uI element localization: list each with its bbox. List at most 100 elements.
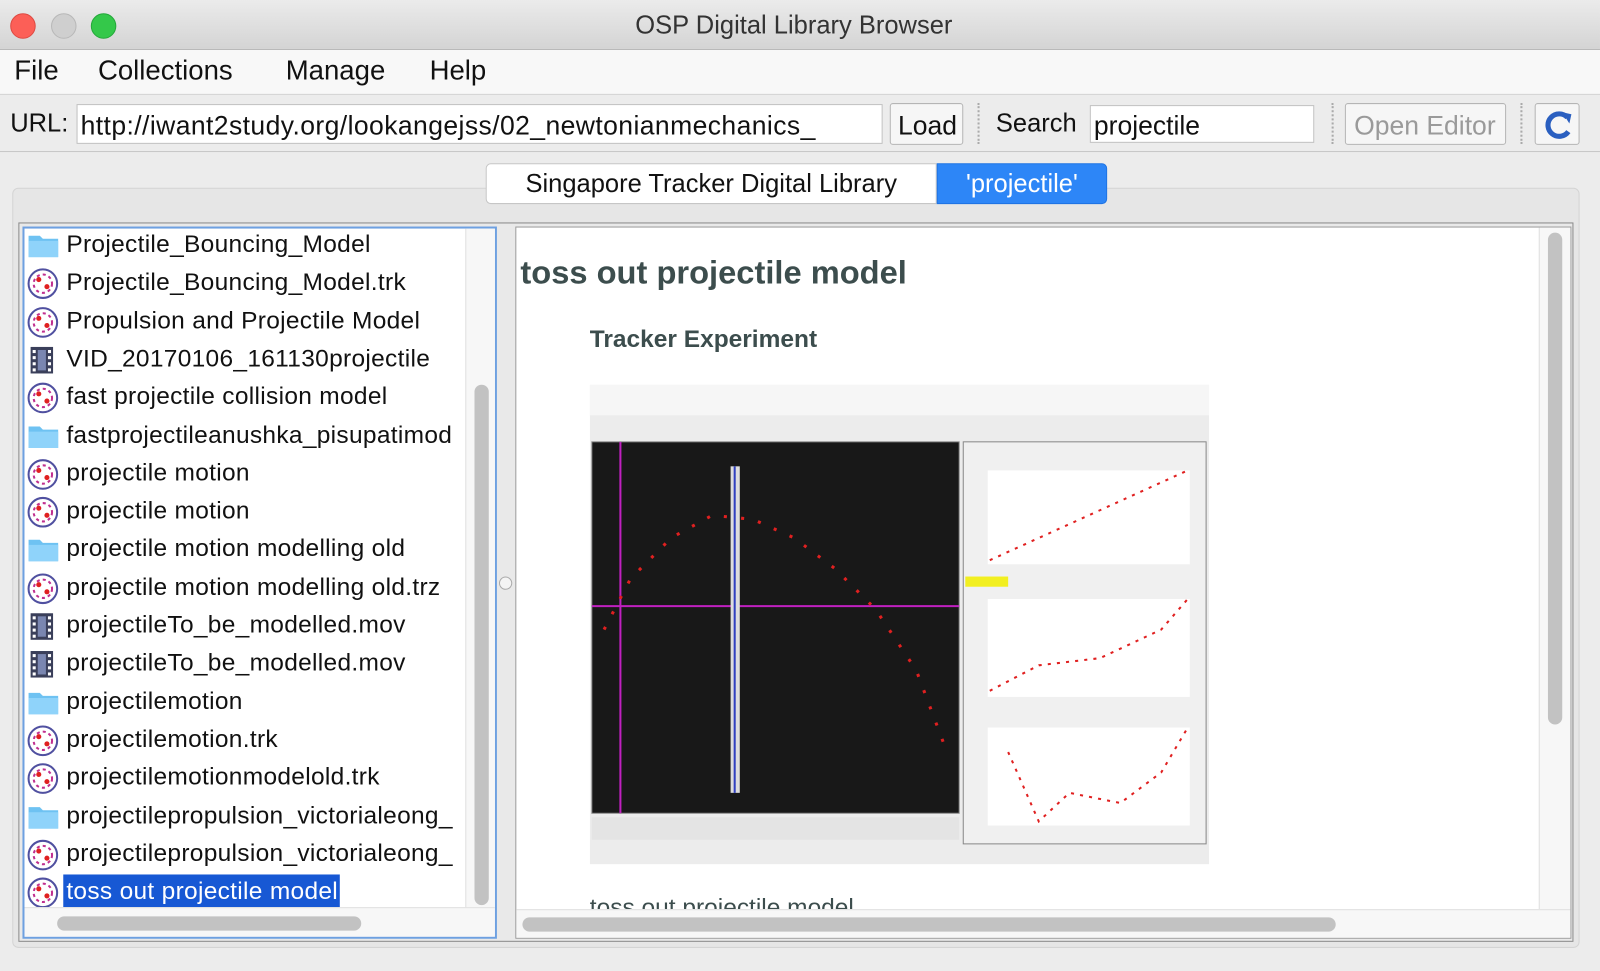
detail-content: toss out projectile model Tracker Experi… bbox=[516, 228, 1536, 910]
tree-row[interactable]: projectilemotion bbox=[24, 683, 464, 720]
tree-icon bbox=[27, 458, 59, 490]
tree-icon bbox=[28, 806, 59, 829]
toolbar: URL: http://iwant2study.org/lookangejss/… bbox=[0, 94, 1600, 153]
tab-selected[interactable]: 'projectile' bbox=[936, 163, 1108, 205]
detail-panel: toss out projectile model Tracker Experi… bbox=[515, 226, 1572, 939]
vertical-scrollbar[interactable] bbox=[465, 228, 495, 908]
tree-icon bbox=[27, 382, 59, 414]
zoom-button[interactable] bbox=[90, 13, 117, 39]
tree-icon bbox=[30, 346, 54, 374]
tree-icon bbox=[28, 692, 59, 714]
tree-label: fast projectile collision model bbox=[66, 382, 388, 411]
tree-row[interactable]: Propulsion and Projectile Model bbox=[24, 303, 464, 340]
tree-icon bbox=[27, 306, 59, 338]
open-editor-button[interactable]: Open Editor bbox=[1344, 103, 1507, 145]
close-button[interactable] bbox=[10, 13, 36, 39]
tree-row[interactable]: toss out projectile model bbox=[24, 874, 464, 908]
url-text: http://iwant2study.org/lookangejss/02_ne… bbox=[80, 110, 816, 141]
vertical-scrollbar[interactable] bbox=[1538, 227, 1571, 910]
tree-row[interactable]: projectilemotion.trk bbox=[24, 721, 464, 758]
menu-item[interactable]: File bbox=[14, 55, 59, 86]
tree-label: Projectile_Bouncing_Model bbox=[66, 230, 371, 259]
tree-row[interactable]: VID_20170106_161130projectile bbox=[24, 341, 464, 378]
scroll-thumb[interactable] bbox=[522, 917, 1336, 932]
horizontal-scrollbar[interactable] bbox=[516, 909, 1571, 938]
menu-item[interactable]: Help bbox=[429, 55, 487, 86]
tree-label: VID_20170106_161130projectile bbox=[66, 344, 431, 373]
split-divider-handle[interactable] bbox=[498, 576, 513, 590]
scroll-thumb[interactable] bbox=[1547, 232, 1563, 725]
tree-label: projectile motion modelling old bbox=[66, 535, 406, 563]
tree-icon bbox=[27, 763, 59, 795]
tree-label: projectilemotion bbox=[66, 687, 243, 715]
separator bbox=[1331, 103, 1334, 144]
window-title: OSP Digital Library Browser bbox=[635, 11, 953, 40]
tree-panel: Projectile_Bouncing_Model Projectile_Boun… bbox=[22, 226, 497, 939]
horizontal-scrollbar[interactable] bbox=[24, 907, 495, 937]
detail-title: toss out projectile model bbox=[520, 254, 907, 291]
menu-item[interactable]: Manage bbox=[285, 55, 386, 86]
refresh-icon bbox=[1545, 111, 1572, 139]
url-field[interactable]: http://iwant2study.org/lookangejss/02_ne… bbox=[76, 104, 883, 144]
tab[interactable]: Singapore Tracker Digital Library bbox=[485, 163, 937, 205]
scroll-thumb[interactable] bbox=[57, 916, 362, 931]
tree-row[interactable]: projectileTo_be_modelled.mov bbox=[24, 607, 464, 644]
tree-row[interactable]: projectile motion modelling old.trz bbox=[24, 569, 464, 606]
scroll-thumb[interactable] bbox=[474, 384, 489, 906]
tree-row[interactable]: projectile motion bbox=[24, 455, 464, 492]
open-editor-label: Open Editor bbox=[1354, 110, 1496, 141]
separator bbox=[977, 103, 980, 144]
tree-row[interactable]: projectilemotionmodelold.trk bbox=[24, 759, 464, 796]
tree-label: fastprojectileanushka_pisupatimod bbox=[66, 420, 453, 449]
search-field[interactable]: projectile bbox=[1089, 105, 1315, 143]
tree-row[interactable]: projectileTo_be_modelled.mov bbox=[24, 645, 464, 682]
thumbnail bbox=[589, 384, 1210, 865]
tree-row[interactable]: projectile motion modelling old bbox=[24, 531, 464, 568]
tab-label: Singapore Tracker Digital Library bbox=[525, 169, 897, 198]
tree-icon bbox=[27, 573, 59, 604]
tree-icon bbox=[28, 235, 59, 258]
tree-icon bbox=[30, 613, 54, 640]
menu-bar: File Collections Manage Help bbox=[0, 49, 1600, 95]
tree-label: projectileTo_be_modelled.mov bbox=[66, 611, 406, 639]
tree-row[interactable]: Projectile_Bouncing_Model.trk bbox=[24, 265, 464, 302]
tree-label: projectile motion bbox=[66, 458, 250, 487]
tab-label: 'projectile' bbox=[966, 169, 1078, 198]
title-bar: OSP Digital Library Browser bbox=[0, 0, 1600, 50]
tree-label: toss out projectile model bbox=[63, 874, 341, 908]
load-button[interactable]: Load bbox=[889, 103, 964, 145]
tree-row[interactable]: Projectile_Bouncing_Model bbox=[24, 229, 464, 264]
load-label: Load bbox=[897, 110, 957, 141]
tree-icon bbox=[27, 877, 59, 908]
tree-label: Projectile_Bouncing_Model.trk bbox=[66, 268, 407, 297]
search-label: Search bbox=[995, 109, 1077, 138]
minimize-button[interactable] bbox=[51, 13, 77, 39]
search-text: projectile bbox=[1093, 110, 1201, 141]
tree: Projectile_Bouncing_Model Projectile_Boun… bbox=[24, 229, 464, 908]
tree-row[interactable]: fast projectile collision model bbox=[24, 379, 464, 416]
detail-subtitle: Tracker Experiment bbox=[589, 325, 818, 354]
detail-caption: toss out projectile model bbox=[589, 893, 854, 910]
tree-icon bbox=[28, 540, 59, 562]
tree-row[interactable]: projectilepropulsion_victorialeong_ bbox=[24, 836, 464, 873]
url-label: URL: bbox=[10, 109, 69, 138]
tree-row[interactable]: projectile motion bbox=[24, 493, 464, 530]
tree-label: Propulsion and Projectile Model bbox=[66, 306, 421, 335]
tree-label: projectilemotion.trk bbox=[66, 725, 278, 753]
tree-label: projectile motion bbox=[66, 497, 250, 525]
tree-row[interactable]: fastprojectileanushka_pisupatimod bbox=[24, 417, 464, 454]
tree-label: projectilepropulsion_victorialeong_ bbox=[66, 839, 453, 868]
tree-label: projectileTo_be_modelled.mov bbox=[66, 649, 406, 677]
tree-row[interactable]: projectilepropulsion_victorialeong_ bbox=[24, 797, 464, 834]
tree-icon bbox=[27, 497, 59, 528]
refresh-button[interactable] bbox=[1534, 103, 1580, 145]
tree-label: projectile motion modelling old.trz bbox=[66, 573, 441, 601]
menu-item[interactable]: Collections bbox=[97, 55, 233, 86]
separator bbox=[1520, 103, 1523, 144]
tree-icon bbox=[28, 426, 59, 448]
tree-label: projectilemotionmodelold.trk bbox=[66, 763, 380, 792]
tree-icon bbox=[30, 651, 54, 678]
